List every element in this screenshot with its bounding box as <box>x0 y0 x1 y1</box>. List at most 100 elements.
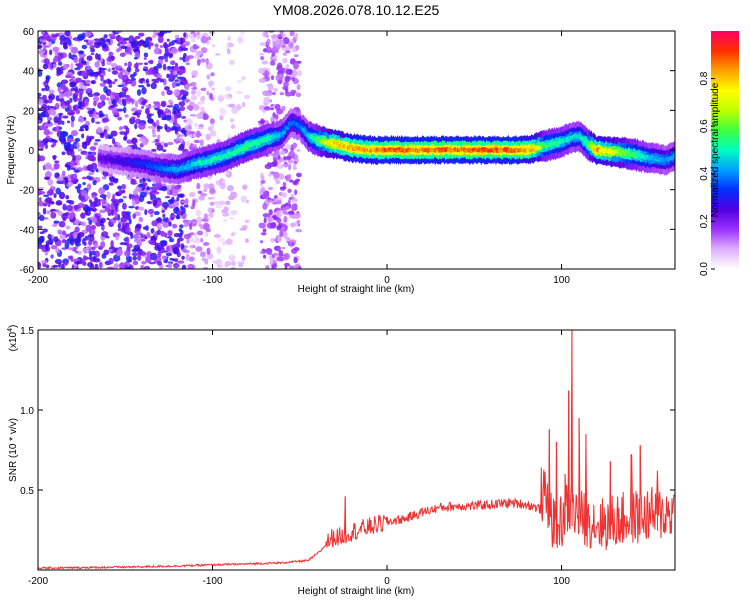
spectrogram-noise-cell <box>87 109 94 115</box>
spectrogram-noise-cell <box>189 222 193 231</box>
spectrogram-noise-cell <box>183 204 189 208</box>
spectrogram-noise-cell <box>260 56 265 61</box>
spectrogram-noise-cell <box>167 230 173 237</box>
spectrogram-noise-cell <box>38 155 46 162</box>
spectrogram-noise-cell <box>155 218 162 222</box>
spectrogram-noise-cell <box>166 236 173 239</box>
spectrogram-noise-cell <box>80 150 88 155</box>
spectrogram-noise-cell <box>54 160 60 164</box>
spectrogram-noise-cell <box>176 132 181 139</box>
spectrogram-noise-cell <box>199 251 207 258</box>
spectrogram-noise-cell <box>291 242 295 246</box>
spectrogram-noise-cell <box>216 246 222 254</box>
spectrogram-noise-cell <box>53 193 57 199</box>
spectrogram-noise-cell <box>290 265 295 269</box>
spectrogram-noise-cell <box>230 210 238 216</box>
spectrogram-x-tick-label: 0 <box>384 275 390 286</box>
spectrogram-noise-cell <box>191 89 196 95</box>
spectrogram-noise-cell <box>270 34 278 40</box>
spectrogram-noise-cell <box>190 94 198 101</box>
spectrogram-noise-cell <box>167 65 172 70</box>
spectrogram-noise-cell <box>168 205 174 209</box>
spectrogram-noise-cell <box>116 214 121 221</box>
spectrogram-noise-cell <box>157 59 164 65</box>
spectrogram-noise-cell <box>210 72 215 77</box>
spectrogram-noise-cell <box>270 237 275 243</box>
spectrogram-noise-cell <box>92 216 98 224</box>
spectrogram-y-tick-label: -40 <box>20 225 35 236</box>
spectrogram-noise-cell <box>263 106 272 111</box>
spectrogram-noise-cell <box>216 264 224 268</box>
spectrogram-noise-cell <box>105 38 111 43</box>
spectrogram-noise-cell <box>193 240 201 244</box>
spectrogram-noise-cell <box>177 260 185 264</box>
spectrogram-noise-cell <box>276 164 284 169</box>
spectrogram-noise-cell <box>94 61 100 68</box>
spectrogram-noise-cell <box>164 108 170 115</box>
spectrogram-noise-cell <box>267 252 272 256</box>
spectrogram-noise-cell <box>82 247 90 254</box>
spectrogram-noise-cell <box>211 87 216 91</box>
spectrogram-noise-cell <box>287 199 291 205</box>
spectrogram-y-tick-label: -20 <box>20 186 35 197</box>
spectrogram-noise-cell <box>62 63 69 70</box>
snr-y-tick-label: 1.0 <box>20 406 34 417</box>
spectrogram-noise-cell <box>66 120 71 124</box>
spectrogram-noise-cell <box>93 242 99 249</box>
spectrogram-noise-cell <box>138 138 146 142</box>
snr-x-ticks: -200 -100 0 100 <box>28 330 570 587</box>
spectrogram-noise-cell <box>38 235 45 244</box>
spectrogram-noise-cell <box>156 144 164 151</box>
spectrogram-noise-cell <box>271 254 275 259</box>
spectrogram-noise-cell <box>70 79 77 83</box>
spectrogram-noise-cell <box>278 39 285 47</box>
spectrogram-noise-cell <box>260 179 266 184</box>
spectrogram-noise-cell <box>276 180 281 184</box>
spectrogram-noise-cell <box>153 210 160 216</box>
spectrogram-noise-cell <box>60 131 68 138</box>
spectrogram-noise-cell <box>263 217 267 224</box>
spectrogram-noise-cell <box>113 112 120 116</box>
spectrogram-noise-cell <box>196 31 200 36</box>
spectrogram-noise-cell <box>271 202 279 205</box>
spectrogram-noise-cell <box>57 229 62 235</box>
spectrogram-noise-cell <box>58 114 62 120</box>
spectrogram-noise-cell <box>203 183 211 189</box>
spectrogram-noise-cell <box>146 114 152 120</box>
spectrogram-noise-cell <box>262 202 268 210</box>
spectrogram-noise-cell <box>213 201 220 205</box>
spectrogram-noise-cell <box>93 95 100 103</box>
spectrogram-noise-cell <box>162 213 166 219</box>
spectrogram-noise-cell <box>259 52 265 56</box>
spectrogram-noise-cell <box>289 239 297 245</box>
spectrogram-noise-cell <box>282 52 288 56</box>
spectrogram-noise-cell <box>224 86 232 92</box>
spectrogram-noise-cell <box>142 68 149 72</box>
spectrogram-noise-cell <box>287 188 292 193</box>
spectrogram-noise-cell <box>291 248 298 254</box>
spectrogram-noise-cell <box>219 182 226 190</box>
spectrogram-noise-cell <box>126 243 133 249</box>
spectrogram-noise-cell <box>216 139 221 143</box>
spectrogram-noise-cell <box>40 260 48 264</box>
spectrogram-noise-cell <box>277 235 282 243</box>
spectrogram-noise-cell <box>171 81 177 89</box>
spectrogram-noise-cell <box>108 257 114 265</box>
spectrogram-noise-cell <box>89 202 95 208</box>
spectrogram-noise-cell <box>54 258 62 265</box>
spectrogram-noise-cell <box>165 252 173 257</box>
spectrogram-noise-cell <box>122 195 127 199</box>
spectrogram-noise-cell <box>291 197 299 203</box>
spectrogram-noise-cell <box>85 209 92 217</box>
spectrogram-noise-cell <box>152 104 158 109</box>
spectrogram-noise-cell <box>90 246 96 251</box>
spectrogram-noise-cell <box>48 41 52 47</box>
spectrogram-noise-cell <box>281 192 288 198</box>
spectrogram-noise-cell <box>289 222 296 228</box>
spectrogram-noise-cell <box>196 89 201 97</box>
spectrogram-noise-cell <box>80 198 87 203</box>
spectrogram-noise-cell <box>144 236 148 240</box>
spectrogram-noise-cell <box>215 258 222 266</box>
spectrogram-noise-cell <box>267 216 274 222</box>
spectrogram-noise-cell <box>271 152 277 157</box>
